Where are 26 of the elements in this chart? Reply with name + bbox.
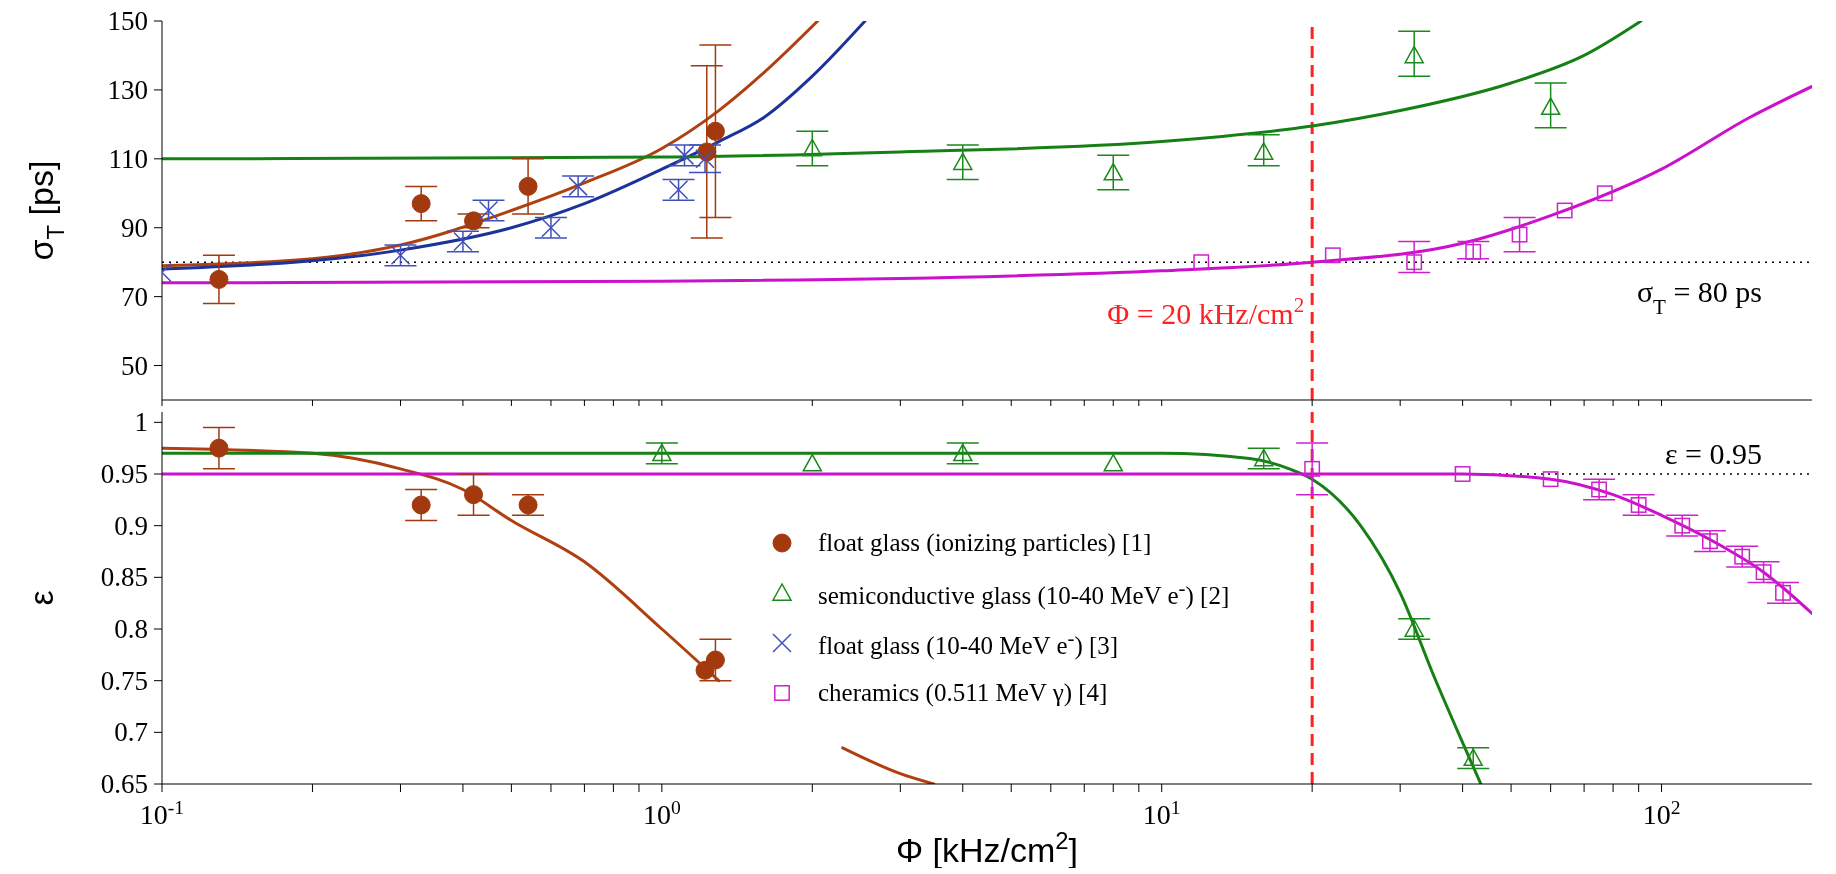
- y-tick-label: 0.65: [100, 769, 148, 799]
- ref-line-label: σ$_{T}$ = 80 ps: [1636, 275, 1762, 320]
- y-tick-label: 0.75: [100, 665, 148, 696]
- y-tick-label: 70: [121, 281, 148, 312]
- y-tick-label: 150: [107, 6, 148, 36]
- ref-line-label: Φ = 20 kHz/cm$^{2}$: [1107, 293, 1305, 330]
- y-tick-label: 90: [121, 212, 148, 243]
- y-axis-title: ε: [21, 590, 60, 606]
- legend-label: semiconductive glass (10-40 MeV e$^{-}$) [2]: [818, 575, 1230, 611]
- ref-line-label: ε = 0.95: [1664, 437, 1762, 470]
- x-tick-label: 10$^{1}$: [1142, 796, 1181, 830]
- legend-label: float glass (ionizing particles) [1]: [818, 529, 1152, 557]
- x-tick-label: 10$^{0}$: [642, 796, 681, 830]
- legend-label: float glass (10-40 MeV e$^{-}$) [3]: [818, 625, 1119, 661]
- legend-label: cheramics (0.511 MeV γ) [4]: [818, 679, 1108, 707]
- y-tick-label: 1: [134, 407, 148, 438]
- y-tick-label: 130: [107, 74, 148, 105]
- y-tick-label: 0.9: [114, 510, 148, 541]
- y-tick-label: 110: [108, 143, 148, 174]
- y-tick-label: 0.7: [114, 717, 148, 748]
- y-tick-label: 0.85: [100, 562, 148, 593]
- x-tick-label: 10$^{2}$: [1642, 796, 1681, 830]
- x-tick-label: 10$^{-1}$: [139, 796, 185, 830]
- y-tick-label: 0.95: [100, 459, 148, 489]
- y-tick-label: 0.8: [114, 614, 148, 644]
- y-tick-label: 50: [121, 350, 148, 381]
